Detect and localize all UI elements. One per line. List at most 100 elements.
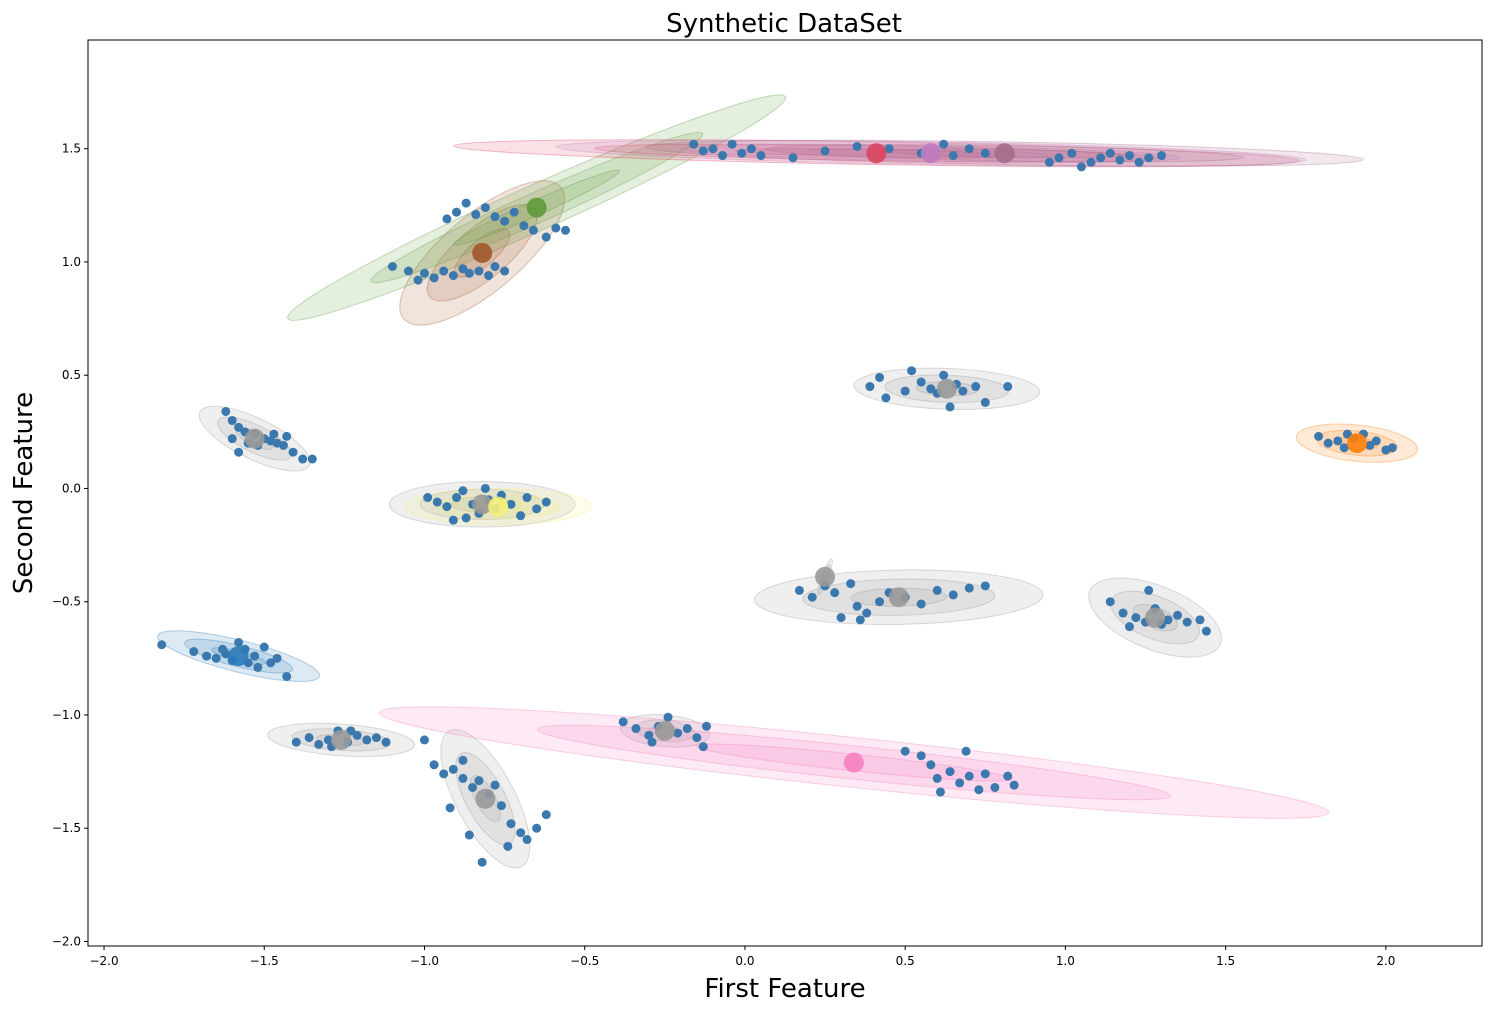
data-point [480, 203, 490, 213]
data-point [852, 141, 862, 151]
data-point [1144, 585, 1154, 595]
data-point [541, 232, 551, 242]
x-tick-label: 2.0 [1376, 954, 1395, 968]
data-point [234, 637, 244, 647]
plot-area [88, 40, 1482, 946]
data-point [448, 764, 458, 774]
data-point [506, 819, 516, 829]
data-point [926, 384, 936, 394]
data-point [980, 148, 990, 158]
data-point [519, 221, 529, 231]
data-point [935, 787, 945, 797]
x-tick-label: −2.0 [89, 954, 118, 968]
x-tick-label: −0.5 [570, 954, 599, 968]
data-point [1195, 615, 1205, 625]
cluster-1-center [472, 494, 493, 515]
data-point [307, 454, 317, 464]
data-point [794, 585, 804, 595]
data-point [189, 647, 199, 657]
data-point [528, 225, 538, 235]
data-point [836, 613, 846, 623]
data-point [1115, 155, 1125, 165]
y-tick-label: −1.5 [52, 821, 81, 835]
data-point [490, 780, 500, 790]
data-point [1371, 436, 1381, 446]
cluster-15-center [1145, 607, 1166, 628]
cluster-2-center [488, 496, 509, 517]
data-point [1009, 780, 1019, 790]
data-point [1105, 148, 1115, 158]
data-point [278, 440, 288, 450]
data-point [298, 454, 308, 464]
data-point [820, 146, 830, 156]
cluster-0-center [244, 428, 265, 449]
data-point [1173, 610, 1183, 620]
x-tick-label: 1.0 [1056, 954, 1075, 968]
data-point [266, 658, 276, 668]
data-point [708, 144, 718, 154]
data-point [663, 712, 673, 722]
cluster-13-center [888, 587, 909, 608]
data-point [644, 730, 654, 740]
y-tick-label: 1.5 [62, 142, 81, 156]
data-point [1182, 617, 1192, 627]
data-point [352, 730, 362, 740]
y-tick-label: −1.0 [52, 708, 81, 722]
data-point [413, 275, 423, 285]
data-point [1076, 162, 1086, 172]
cluster-16-center [654, 720, 675, 741]
data-point [1105, 597, 1115, 607]
data-point [448, 515, 458, 525]
data-point [990, 782, 1000, 792]
data-point [452, 493, 462, 503]
data-point [458, 773, 468, 783]
data-point [272, 653, 282, 663]
data-point [468, 782, 478, 792]
data-point [541, 497, 551, 507]
data-point [516, 511, 526, 521]
data-point [323, 735, 333, 745]
data-point [560, 225, 570, 235]
data-point [673, 728, 683, 738]
data-point [907, 366, 917, 376]
cluster-6-center [472, 242, 493, 263]
data-point [157, 640, 167, 650]
data-point [631, 724, 641, 734]
data-point [250, 651, 260, 661]
data-point [1124, 622, 1134, 632]
data-point [932, 773, 942, 783]
data-point [234, 447, 244, 457]
data-point [314, 739, 324, 749]
data-point [945, 402, 955, 412]
data-point [884, 144, 894, 154]
data-point [939, 139, 949, 149]
data-point [282, 431, 292, 441]
data-point [253, 662, 263, 672]
y-tick-label: 0.5 [62, 368, 81, 382]
cluster-17-center [843, 752, 864, 773]
data-point [830, 588, 840, 598]
data-point [945, 767, 955, 777]
data-point [964, 583, 974, 593]
chart-title: Synthetic DataSet [666, 9, 902, 39]
plot-frame [87, 39, 1483, 947]
data-point [807, 592, 817, 602]
data-point [445, 803, 455, 813]
data-point [1157, 151, 1167, 161]
data-point [948, 151, 958, 161]
points-layer [157, 139, 1397, 867]
data-point [429, 760, 439, 770]
y-axis-label: Second Feature [9, 392, 39, 594]
y-axis-ticks: −2.0 −1.5 −1.0 −0.5 0.0 0.5 1.0 1.5 [52, 142, 88, 948]
data-point [490, 262, 500, 271]
data-point [1003, 382, 1013, 392]
data-point [381, 737, 391, 747]
data-point [432, 497, 442, 507]
data-point [881, 393, 891, 403]
data-point [788, 153, 798, 163]
x-tick-label: −1.5 [250, 954, 279, 968]
data-point [961, 746, 971, 756]
data-point [541, 810, 551, 820]
data-point [362, 735, 372, 745]
data-point [439, 769, 449, 779]
